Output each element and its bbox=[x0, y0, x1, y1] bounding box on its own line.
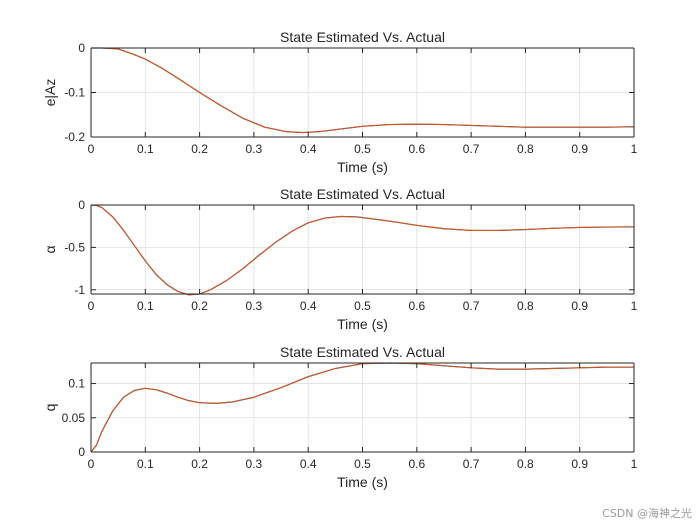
subplot-3: 0 0.1 0.2 0.3 0.4 0.5 0.6 0.7 0.8 0.9 1 0 0.05 0.1 Sta… bbox=[42, 344, 638, 490]
x-tick-label: 0.8 bbox=[517, 299, 534, 313]
chart-title: State Estimated Vs. Actual bbox=[280, 186, 445, 202]
x-tick-label: 0.2 bbox=[191, 457, 208, 471]
x-tick-label: 0.1 bbox=[137, 299, 154, 313]
y-axis-label: q bbox=[42, 404, 58, 412]
y-tick-label: 0.05 bbox=[62, 411, 86, 425]
watermark: CSDN @海神之光 bbox=[602, 507, 692, 520]
x-tick-label: 0 bbox=[88, 142, 95, 156]
x-tick-label: 0.4 bbox=[300, 142, 317, 156]
x-tick-label: 0.4 bbox=[300, 299, 317, 313]
series-line-estimated bbox=[91, 47, 635, 134]
x-axis-label: Time (s) bbox=[337, 316, 388, 332]
x-tick-label: 0.9 bbox=[571, 457, 588, 471]
x-tick-label: 0.9 bbox=[571, 299, 588, 313]
x-tick-label: 0.5 bbox=[354, 299, 371, 313]
x-tick-label: 1 bbox=[631, 299, 638, 313]
x-tick-label: 1 bbox=[631, 142, 638, 156]
x-tick-label: 0.9 bbox=[571, 142, 588, 156]
y-axis-label: α bbox=[42, 245, 58, 253]
x-tick-label: 0 bbox=[88, 457, 95, 471]
x-tick-label: 0.4 bbox=[300, 457, 317, 471]
x-tick-label: 0.2 bbox=[191, 142, 208, 156]
series-line-estimated bbox=[90, 204, 635, 296]
x-tick-label: 0.1 bbox=[137, 142, 154, 156]
y-tick-label: -0.5 bbox=[64, 240, 85, 254]
y-tick-label: 0 bbox=[78, 198, 85, 212]
x-tick-label: 0.3 bbox=[246, 299, 263, 313]
series-line-estimated bbox=[90, 362, 634, 453]
x-tick-label: 0 bbox=[88, 299, 95, 313]
x-axis-label: Time (s) bbox=[337, 159, 388, 175]
x-tick-label: 0.2 bbox=[191, 299, 208, 313]
x-tick-label: 0.3 bbox=[246, 457, 263, 471]
y-axis-label: e|Az bbox=[42, 79, 58, 107]
chart-title: State Estimated Vs. Actual bbox=[280, 29, 445, 45]
x-tick-label: 0.5 bbox=[354, 457, 371, 471]
subplot-2: 0 0.1 0.2 0.3 0.4 0.5 0.6 0.7 0.8 0.9 1 -1 -0.5 0 Stat… bbox=[42, 186, 638, 332]
x-tick-label: 0.1 bbox=[137, 457, 154, 471]
x-tick-label: 0.6 bbox=[408, 299, 425, 313]
y-tick-label: -0.1 bbox=[64, 86, 85, 100]
x-tick-label: 1 bbox=[631, 457, 638, 471]
y-tick-label: 0.1 bbox=[68, 377, 85, 391]
chart-title: State Estimated Vs. Actual bbox=[280, 344, 445, 360]
x-tick-label: 0.5 bbox=[354, 142, 371, 156]
x-tick-label: 0.7 bbox=[463, 142, 480, 156]
x-tick-label: 0.8 bbox=[517, 142, 534, 156]
subplot-1: 0 0.1 0.2 0.3 0.4 0.5 0.6 0.7 0.8 0.9 1 -0.2 -0.1 0 St… bbox=[42, 29, 638, 175]
x-tick-label: 0.8 bbox=[517, 457, 534, 471]
x-tick-label: 0.6 bbox=[408, 457, 425, 471]
y-tick-label: -0.2 bbox=[64, 130, 85, 144]
x-tick-label: 0.7 bbox=[463, 299, 480, 313]
x-tick-label: 0.6 bbox=[408, 142, 425, 156]
x-axis-label: Time (s) bbox=[337, 474, 388, 490]
x-tick-label: 0.3 bbox=[246, 142, 263, 156]
y-tick-label: 0 bbox=[78, 41, 85, 55]
y-tick-label: 0 bbox=[78, 445, 85, 459]
y-tick-label: -1 bbox=[74, 283, 85, 297]
x-tick-label: 0.7 bbox=[463, 457, 480, 471]
